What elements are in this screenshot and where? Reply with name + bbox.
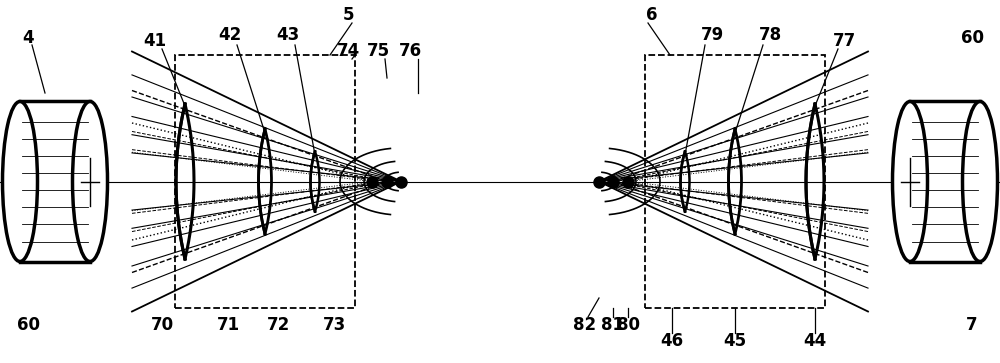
Bar: [645, 55, 825, 308]
Text: 7: 7: [966, 316, 978, 334]
Text: 43: 43: [276, 26, 300, 44]
Ellipse shape: [893, 102, 928, 261]
Text: 44: 44: [803, 332, 827, 350]
Text: 41: 41: [143, 32, 167, 50]
Text: 82: 82: [573, 316, 597, 334]
Text: 74: 74: [336, 42, 360, 60]
Text: 78: 78: [758, 26, 782, 44]
Text: 46: 46: [660, 332, 684, 350]
Text: 73: 73: [323, 316, 347, 334]
Bar: [910, 102, 980, 261]
Text: 76: 76: [398, 42, 422, 60]
Text: 60: 60: [961, 29, 984, 47]
Text: 71: 71: [216, 316, 240, 334]
Text: 80: 80: [616, 316, 640, 334]
Text: 4: 4: [22, 29, 34, 47]
Text: 42: 42: [218, 26, 242, 44]
Text: 75: 75: [366, 42, 390, 60]
Text: 60: 60: [17, 316, 40, 334]
Text: 70: 70: [150, 316, 174, 334]
Text: 6: 6: [646, 6, 658, 24]
Ellipse shape: [72, 102, 108, 261]
Text: 81: 81: [602, 316, 624, 334]
Bar: [175, 55, 355, 308]
Ellipse shape: [962, 102, 997, 261]
Text: 77: 77: [833, 32, 857, 50]
Text: 79: 79: [700, 26, 724, 44]
Ellipse shape: [3, 102, 38, 261]
Text: 72: 72: [266, 316, 290, 334]
Text: 45: 45: [723, 332, 747, 350]
Bar: [20, 102, 90, 261]
Text: 5: 5: [342, 6, 354, 24]
